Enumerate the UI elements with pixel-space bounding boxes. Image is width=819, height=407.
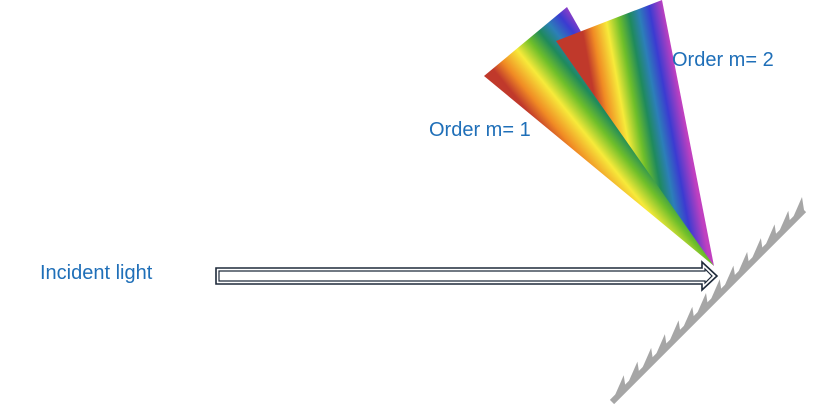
grating-tooth	[639, 347, 654, 375]
order-1-spectrum	[484, 7, 714, 266]
order-1-label: Order m= 1	[429, 119, 531, 141]
grating-teeth	[612, 197, 804, 402]
grating-tooth	[735, 251, 750, 279]
grating-tooth	[776, 210, 791, 238]
diffraction-grating	[609, 197, 807, 405]
grating-tooth	[762, 224, 777, 252]
grating-tooth	[612, 375, 626, 402]
grating-tooth	[694, 293, 708, 320]
grating-tooth	[721, 265, 736, 293]
grating-tooth	[749, 238, 763, 265]
order-2-spectrum	[556, 0, 714, 266]
grating-tooth	[653, 334, 667, 361]
incident-light-arrow	[215, 260, 719, 292]
grating-tooth	[666, 320, 681, 348]
order-2-label: Order m= 2	[672, 49, 774, 71]
grating-tooth	[625, 361, 640, 389]
incident-light-label: Incident light	[40, 262, 153, 284]
grating-tooth	[680, 306, 695, 334]
grating-tooth	[708, 279, 722, 306]
grating-tooth	[790, 197, 804, 224]
